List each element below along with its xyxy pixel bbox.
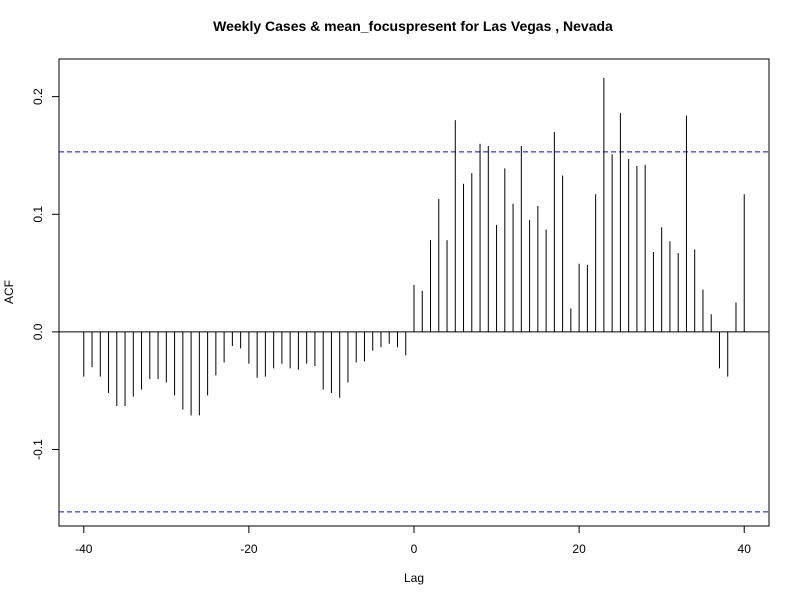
y-tick-label: -0.1 — [31, 439, 45, 460]
x-tick-label: 40 — [738, 542, 752, 556]
x-tick-label: 20 — [572, 542, 586, 556]
y-axis: -0.1 0.0 0.1 0.2 — [31, 88, 60, 460]
y-tick-label: 0.2 — [31, 88, 45, 105]
confidence-bounds — [59, 151, 769, 513]
chart-title: Weekly Cases & mean_focuspresent for Las… — [213, 18, 613, 34]
x-axis: -40 -20 0 20 40 — [75, 525, 752, 556]
x-axis-label: Lag — [404, 571, 424, 585]
x-tick-label: -40 — [75, 542, 93, 556]
y-axis-label: ACF — [2, 280, 16, 304]
x-tick-label: 0 — [411, 542, 418, 556]
acf-bars — [83, 77, 745, 416]
y-tick-label: 0.1 — [31, 206, 45, 223]
y-tick-label: 0.0 — [31, 323, 45, 340]
x-tick-label: -20 — [240, 542, 258, 556]
